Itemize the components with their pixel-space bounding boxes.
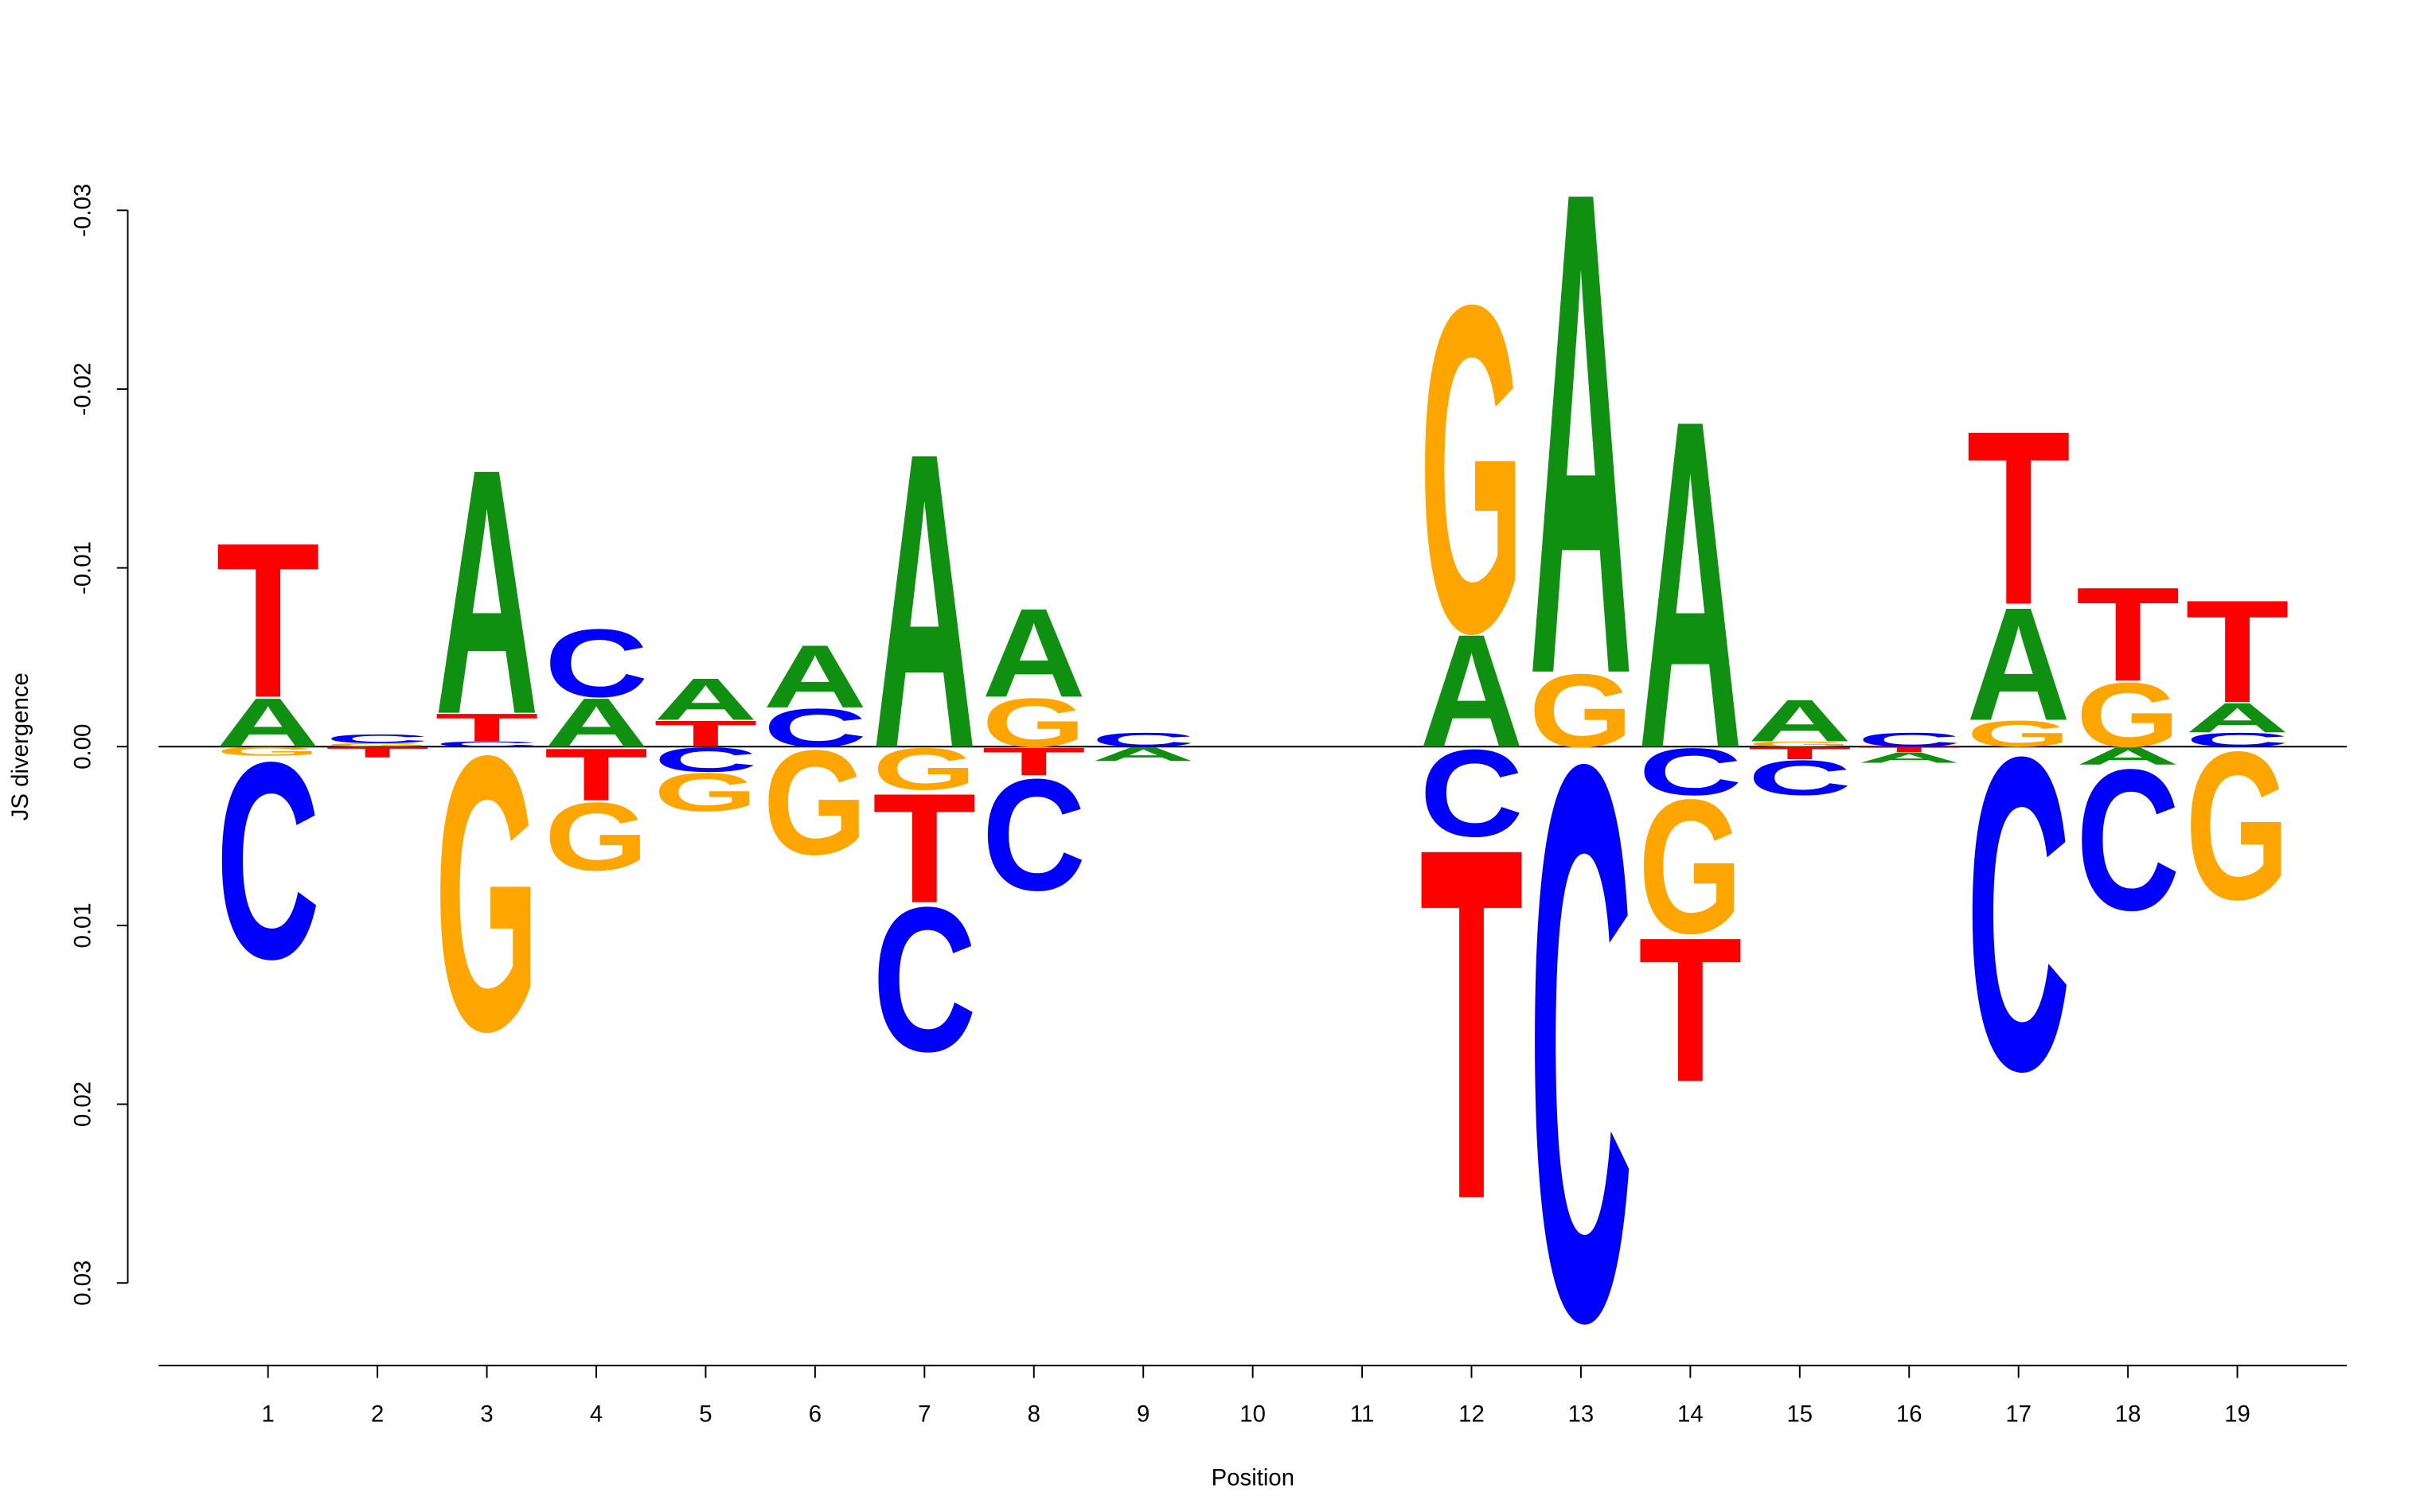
x-tick-label: 7 <box>918 1401 931 1427</box>
y-tick-label: 0.02 <box>70 1081 96 1127</box>
y-tick-label: -0.02 <box>70 362 96 415</box>
logo-letter: C <box>1748 750 1852 806</box>
logo-letter: A <box>2185 695 2289 742</box>
logo-letter: A <box>1748 688 1852 754</box>
logo-letter: T <box>982 739 1086 784</box>
logo-letter: G <box>1419 208 1524 730</box>
logo-letter: C <box>654 740 758 779</box>
logo-letter: T <box>1748 743 1852 762</box>
logo-letter: C <box>2076 727 2180 953</box>
x-tick-label: 3 <box>480 1401 493 1427</box>
x-tick-label: 11 <box>1350 1401 1374 1427</box>
logo-letter: T <box>1638 895 1743 1125</box>
logo-letter: A <box>1529 47 1634 818</box>
logo-letter: T <box>1966 379 2071 657</box>
x-tick-label: 1 <box>262 1401 275 1427</box>
x-tick-label: 18 <box>2115 1401 2141 1427</box>
logo-letter: T <box>2076 559 2180 709</box>
y-axis-label: JS divergence <box>7 672 33 820</box>
x-tick-label: 17 <box>2005 1401 2032 1427</box>
logo-letter: A <box>872 364 977 836</box>
logo-letter: C <box>872 865 977 1095</box>
logo-letter: C <box>1638 734 1743 809</box>
logo-letter: C <box>1091 729 1196 751</box>
x-tick-label: 15 <box>1786 1401 1813 1427</box>
logo-letter: A <box>544 684 649 762</box>
logo-letter: T <box>1419 743 1524 1304</box>
logo-letter: T <box>216 497 320 743</box>
logo-letter: G <box>1529 653 1634 769</box>
x-tick-label: 2 <box>371 1401 384 1427</box>
x-tick-label: 4 <box>590 1401 603 1427</box>
x-tick-label: 8 <box>1028 1401 1040 1427</box>
logo-letter: C <box>982 747 1086 924</box>
y-tick-label: -0.03 <box>70 184 96 237</box>
logo-letter: G <box>326 742 430 748</box>
logo-letter: C <box>544 609 649 718</box>
logo-letter: A <box>1638 323 1743 847</box>
logo-letter: C <box>1529 599 1634 1485</box>
logo-letter: A <box>1091 743 1196 766</box>
x-axis-label: Position <box>1212 1465 1294 1491</box>
x-tick-label: 5 <box>699 1401 712 1427</box>
logo-letter: T <box>872 761 977 936</box>
logo-letter: G <box>1638 759 1743 973</box>
logo-letter: G <box>1966 713 2071 754</box>
x-tick-label: 6 <box>809 1401 822 1427</box>
logo-letter: C <box>216 704 320 1018</box>
x-tick-label: 12 <box>1458 1401 1485 1427</box>
x-tick-label: 16 <box>1896 1401 1922 1427</box>
logo-letter: A <box>763 626 868 726</box>
logo-letter: A <box>2076 742 2180 770</box>
y-tick-label: 0.00 <box>70 724 96 770</box>
logo-letter: G <box>872 735 977 802</box>
logo-letter: C <box>435 740 539 748</box>
logo-letter: C <box>1419 723 1524 863</box>
logo-letter: C <box>2185 729 2289 751</box>
logo-letter: T <box>544 733 649 816</box>
logo-letter: T <box>326 744 430 761</box>
y-tick-label: -0.01 <box>70 541 96 594</box>
logo-letter: G <box>216 744 320 758</box>
x-tick-label: 14 <box>1677 1401 1704 1427</box>
logo-letter: T <box>654 713 758 754</box>
logo-letter: A <box>1419 601 1524 781</box>
logo-letter: G <box>435 676 539 1113</box>
logo-letter: C <box>1966 664 2071 1163</box>
logo-letter: T <box>1857 746 1961 754</box>
logo-letter: T <box>2185 570 2289 734</box>
logo-letter: C <box>763 697 868 758</box>
logo-letter: G <box>544 783 649 891</box>
logo-letter: C <box>326 732 430 746</box>
x-tick-label: 13 <box>1568 1401 1594 1427</box>
logo-letter: G <box>1748 740 1852 748</box>
logo-letter: A <box>654 666 758 732</box>
x-tick-label: 19 <box>2224 1401 2250 1427</box>
logo-letter: A <box>1966 574 2071 754</box>
logo-letter: A <box>982 583 1086 724</box>
logo-letter: A <box>1857 750 1961 766</box>
y-tick-label: 0.03 <box>70 1261 96 1306</box>
logo-letter: G <box>2076 664 2180 766</box>
logo-letter: G <box>982 684 1086 762</box>
logo-letter: T <box>435 705 539 750</box>
logo-letter: C <box>1857 729 1961 751</box>
x-tick-label: 10 <box>1239 1401 1266 1427</box>
logo-letter: G <box>763 719 868 887</box>
y-tick-label: 0.01 <box>70 902 96 948</box>
logo-letter: G <box>654 762 758 824</box>
logo-letter: A <box>216 684 320 762</box>
x-tick-label: 9 <box>1137 1401 1150 1427</box>
logo-letter: G <box>2185 708 2289 944</box>
logo-letter: A <box>435 397 539 788</box>
